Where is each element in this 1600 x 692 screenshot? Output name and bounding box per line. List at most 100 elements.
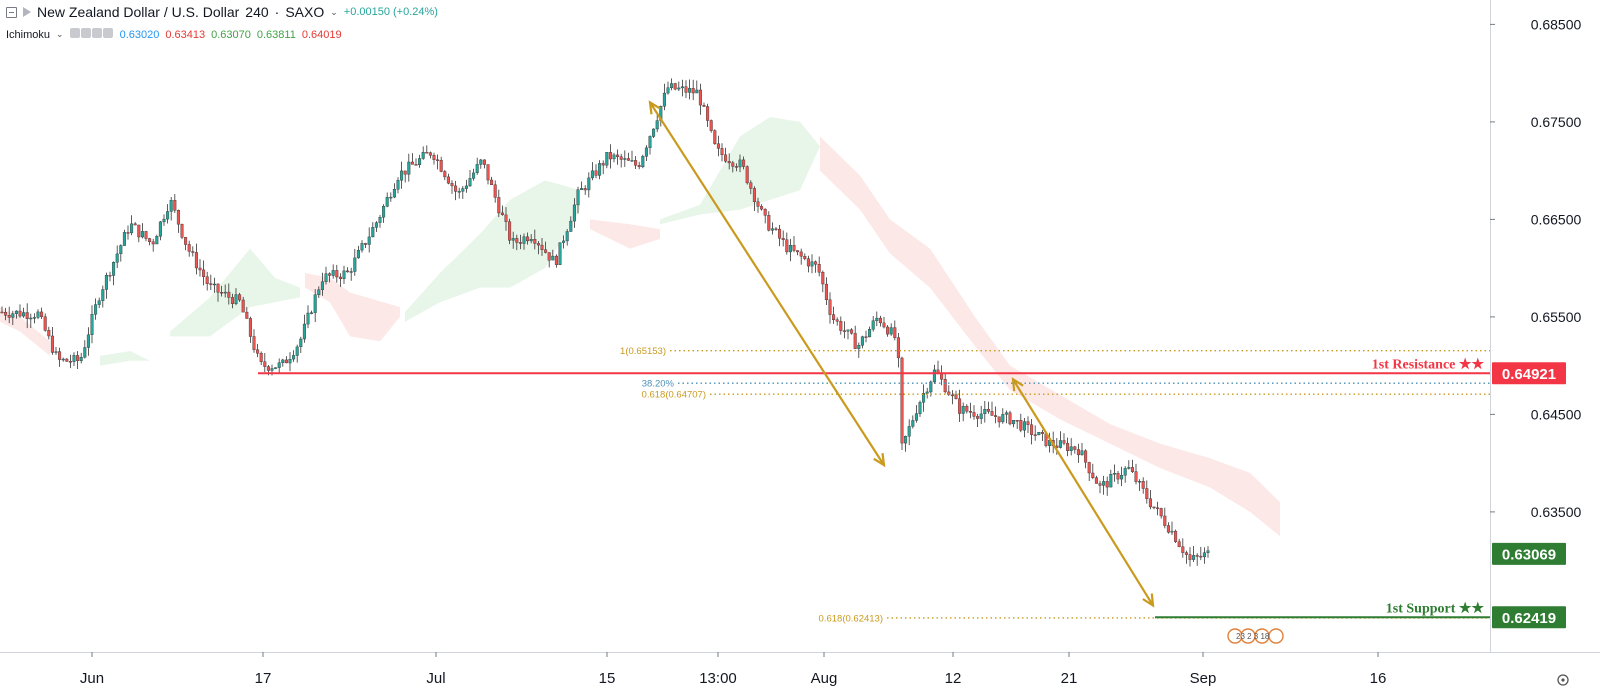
exchange[interactable]: SAXO (285, 4, 325, 20)
settings-icon[interactable] (80, 28, 91, 38)
candle-body (180, 224, 184, 238)
candle-body (986, 409, 990, 412)
candle (684, 80, 688, 98)
candle (277, 358, 281, 373)
candle-body (371, 227, 375, 238)
chevron-down-icon[interactable]: ⌄ (56, 29, 64, 39)
candle-body (468, 178, 472, 187)
candle (691, 79, 695, 101)
candle-body (1159, 508, 1163, 517)
candle-body (482, 159, 486, 165)
candle (648, 135, 652, 155)
candle-body (619, 156, 623, 160)
candle-body (173, 200, 177, 211)
candle-body (1120, 475, 1124, 480)
candle (108, 271, 112, 282)
candle (220, 285, 224, 297)
candle (889, 323, 893, 336)
candle-body (1012, 420, 1016, 425)
candle-body (713, 130, 717, 144)
candle-body (40, 311, 44, 317)
candle-body (1037, 432, 1041, 436)
candle-body (781, 238, 785, 240)
chevron-down-icon[interactable]: ⌄ (330, 6, 338, 17)
price-axis: 0.68500 0.67500 0.66500 0.65500 0.64500 0.635… (1490, 16, 1582, 629)
candle-body (918, 402, 922, 414)
candle-body (835, 319, 839, 322)
candle-body (464, 185, 468, 189)
candle-body (313, 294, 317, 313)
time-tick-label: 15 (599, 670, 616, 687)
candle (310, 310, 314, 315)
candle-body (626, 158, 630, 161)
candle (677, 81, 681, 91)
candle-body (418, 158, 422, 166)
candle-body (540, 244, 544, 251)
price-tick-label: 0.68500 (1531, 16, 1582, 32)
candle-body (911, 420, 915, 427)
candle (454, 180, 458, 201)
candle (911, 415, 915, 429)
candle-body (446, 176, 450, 184)
candle (1123, 466, 1127, 483)
candle (1206, 546, 1210, 558)
candle (450, 180, 454, 194)
candle-body (565, 231, 569, 242)
candle-body (320, 281, 324, 290)
close-icon[interactable] (102, 28, 113, 38)
candle-body (731, 162, 735, 167)
candle (842, 321, 846, 339)
candle-body (454, 185, 458, 192)
code-icon[interactable] (91, 28, 102, 38)
candle (727, 153, 731, 170)
symbol-title[interactable]: New Zealand Dollar / U.S. Dollar (37, 4, 240, 20)
candle-body (1134, 471, 1138, 482)
candle (385, 192, 389, 208)
candle-body (259, 353, 263, 362)
play-icon[interactable] (23, 7, 31, 17)
candle-body (1087, 462, 1091, 474)
candle (238, 292, 242, 302)
candle-body (1199, 555, 1203, 558)
candle (464, 179, 468, 193)
candle-body (86, 334, 90, 348)
candle-body (194, 252, 198, 269)
candle (367, 227, 371, 253)
eye-icon[interactable] (69, 28, 80, 38)
fib-label: 0.618(0.64707) (642, 390, 706, 401)
candle (612, 152, 616, 163)
candle (324, 266, 328, 285)
candle-body (886, 326, 890, 335)
indicator-name[interactable]: Ichimoku (6, 28, 51, 41)
time-tick-label: Jun (80, 670, 104, 687)
candle-body (832, 314, 836, 321)
candle (1037, 432, 1041, 436)
candle-body (1073, 446, 1077, 450)
candle-body (166, 211, 170, 220)
candle (1181, 538, 1185, 558)
candle (752, 186, 756, 211)
candle-body (324, 273, 328, 283)
candle-body (14, 310, 18, 314)
candle-body (997, 416, 1001, 423)
candle (320, 272, 324, 296)
interval[interactable]: 240 (245, 4, 269, 20)
candle (1174, 529, 1178, 543)
candle (1163, 507, 1167, 529)
candle-body (11, 313, 15, 318)
candle (187, 240, 191, 257)
collapse-icon[interactable] (6, 6, 17, 18)
candle (983, 401, 987, 423)
candle-body (1184, 552, 1188, 555)
candle-body (814, 261, 818, 265)
candle-body (536, 243, 540, 246)
candle (263, 353, 267, 373)
candle (803, 253, 807, 261)
candle-body (518, 242, 522, 244)
candle-body (1019, 420, 1023, 431)
candle (439, 156, 443, 173)
candle-body (774, 228, 778, 230)
candle-body (1145, 488, 1149, 499)
candle-body (1091, 472, 1095, 479)
